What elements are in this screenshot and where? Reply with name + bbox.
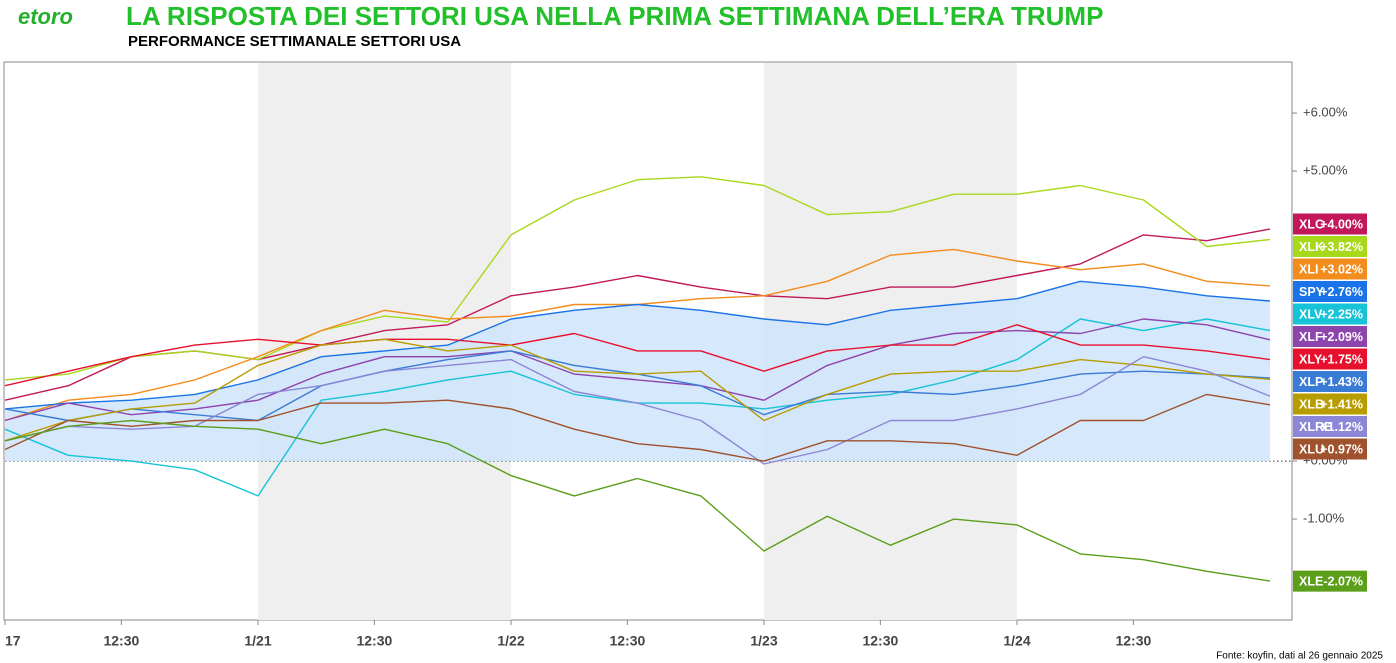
x-tick-label: 12:30: [103, 633, 139, 649]
legend-label: XLF: [1299, 330, 1323, 344]
end-tag: [1293, 326, 1367, 347]
x-tick-label: 1/24: [1003, 633, 1030, 649]
data-label: +2.25%: [1320, 307, 1363, 321]
chart-subtitle: PERFORMANCE SETTIMANALE SETTORI USA: [128, 33, 461, 50]
x-tick-label: 12:30: [1115, 633, 1151, 649]
area: [5, 281, 1270, 462]
data-label: +1.41%: [1320, 397, 1363, 411]
legend-label: XLV: [1299, 307, 1323, 321]
x-tick-label: 12:30: [356, 633, 392, 649]
series-line: [4, 419, 1271, 582]
data-label: +3.82%: [1320, 240, 1363, 254]
series-line: [4, 356, 1271, 465]
legend-label: XLB: [1299, 397, 1324, 411]
data-label: +1.75%: [1320, 352, 1363, 366]
end-tag: [1293, 281, 1367, 302]
x-tick-label: 1/22: [497, 633, 524, 649]
x-tick-label: 1/23: [750, 633, 777, 649]
end-tag: [1293, 438, 1367, 460]
x-tick-label: 17: [5, 633, 21, 649]
series-line: [4, 280, 1271, 410]
chart-title: LA RISPOSTA DEI SETTORI USA NELLA PRIMA …: [126, 1, 1103, 31]
legend-label: XLI: [1299, 262, 1318, 276]
series-line: [4, 176, 1271, 381]
legend-label: XLY: [1299, 352, 1323, 366]
data-label: -2.07%: [1323, 574, 1363, 588]
series-line: [4, 324, 1271, 387]
source: Fonte: koyfin, dati al 26 gennaio 2025: [1216, 651, 1383, 662]
end-tag: [1293, 303, 1367, 325]
legend-label: XLU: [1299, 442, 1324, 456]
y-tick-label: -1.00%: [1303, 511, 1345, 526]
data-label: +2.09%: [1320, 330, 1363, 344]
x-tick-label: 1/21: [244, 633, 271, 649]
legend-label: XLK: [1299, 240, 1324, 254]
data-label: +4.00%: [1320, 217, 1363, 231]
end-tag: [1293, 236, 1367, 257]
end-tag: [1293, 213, 1367, 235]
end-tag: [1293, 570, 1367, 592]
data-label: +1.12%: [1320, 420, 1363, 434]
end-tag: [1293, 348, 1367, 370]
data-label: +3.02%: [1320, 262, 1363, 276]
series-line: [4, 393, 1271, 462]
legend-label: XLE: [1299, 574, 1323, 588]
x-tick-label: 12:30: [862, 633, 898, 649]
y-tick-label: +6.00%: [1303, 104, 1348, 119]
end-tag: [1293, 393, 1367, 415]
legend-label: XLC: [1299, 217, 1324, 231]
data-label: +2.76%: [1320, 285, 1363, 299]
legend-label: XLP: [1299, 375, 1323, 389]
data-label: +0.97%: [1320, 442, 1363, 456]
end-tag: [1293, 416, 1367, 437]
y-tick-label: +5.00%: [1303, 162, 1348, 177]
end-tag: [1293, 258, 1367, 280]
series-line: [4, 318, 1271, 422]
logo: etoro: [18, 4, 73, 29]
legend-label: SPY: [1299, 285, 1325, 299]
legend-label: XLRE: [1299, 420, 1332, 434]
end-tag: [1293, 371, 1367, 392]
x-tick-label: 12:30: [609, 633, 645, 649]
series-line: [4, 338, 1271, 442]
data-label: +1.43%: [1320, 375, 1363, 389]
